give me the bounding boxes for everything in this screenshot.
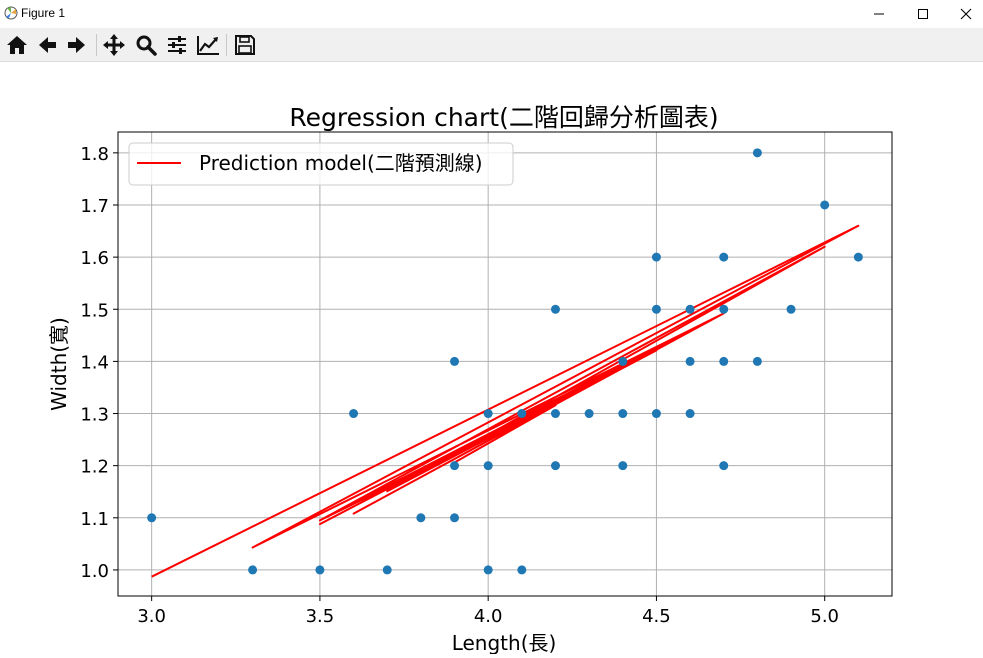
maximize-button[interactable]: [900, 0, 946, 28]
scatter-point: [752, 356, 762, 366]
scatter-point: [382, 565, 392, 575]
home-button[interactable]: [4, 32, 30, 58]
legend-label: Prediction model(二階預測線): [199, 151, 483, 175]
grid: [118, 132, 892, 596]
forward-arrow-icon: [68, 37, 85, 53]
window-title: Figure 1: [21, 6, 66, 20]
scatter-point: [483, 461, 493, 471]
zoom-magnifier-icon: [136, 35, 157, 56]
close-button[interactable]: [943, 0, 983, 28]
save-floppy-icon: [235, 35, 255, 55]
regression-chart: Regression chart(二階回歸分析圖表) 3.0 3.5 4.0 4.5 5…: [47, 103, 893, 655]
scatter-point: [820, 200, 830, 210]
pan-move-icon: [103, 34, 125, 56]
y-tick-label: 1.4: [80, 352, 109, 373]
scatter-point: [719, 252, 729, 262]
back-arrow-icon: [39, 37, 56, 53]
matplotlib-icon: [4, 6, 18, 20]
navigation-toolbar: [0, 28, 983, 62]
scatter-point: [450, 461, 460, 471]
back-button[interactable]: [34, 32, 60, 58]
scatter-point: [651, 252, 661, 262]
minimize-button[interactable]: [856, 0, 902, 28]
scatter-point: [248, 565, 258, 575]
pan-button[interactable]: [101, 32, 127, 58]
window-titlebar: Figure 1: [0, 0, 983, 28]
legend: Prediction model(二階預測線): [128, 142, 514, 186]
y-tick-label: 1.8: [80, 144, 109, 165]
x-tick-label: 3.0: [137, 606, 166, 627]
scatter-point: [483, 409, 493, 419]
scatter-points: [147, 148, 863, 575]
forward-button[interactable]: [64, 32, 90, 58]
scatter-point: [719, 356, 729, 366]
scatter-point: [651, 304, 661, 314]
toolbar-separator: [226, 34, 227, 56]
scatter-point: [550, 409, 560, 419]
edit-axis-button[interactable]: [195, 32, 221, 58]
y-axis-label: Width(寬): [47, 317, 71, 411]
scatter-point: [685, 304, 695, 314]
scatter-point: [450, 356, 460, 366]
scatter-point: [517, 409, 527, 419]
maximize-icon: [918, 9, 928, 19]
home-icon: [7, 36, 27, 54]
y-tick-label: 1.7: [80, 196, 109, 217]
save-button[interactable]: [232, 32, 258, 58]
x-tick-label: 4.0: [474, 606, 503, 627]
scatter-point: [618, 356, 628, 366]
prediction-line: [151, 224, 860, 578]
toolbar-separator: [96, 34, 97, 56]
x-tick-label: 3.5: [306, 606, 335, 627]
y-tick-label: 1.3: [80, 405, 109, 426]
minimize-icon: [874, 13, 884, 15]
prediction-line-layer: [151, 224, 860, 578]
x-tick-label: 5.0: [810, 606, 839, 627]
x-axis-ticks: 3.0 3.5 4.0 4.5 5.0: [137, 596, 839, 627]
scatter-point: [349, 409, 359, 419]
scatter-point: [685, 409, 695, 419]
y-tick-label: 1.2: [80, 457, 109, 478]
scatter-point: [752, 148, 762, 158]
scatter-point: [786, 304, 796, 314]
scatter-point: [483, 565, 493, 575]
plot-area-frame: [117, 131, 893, 597]
scatter-point: [315, 565, 325, 575]
scatter-point: [618, 409, 628, 419]
scatter-point: [719, 461, 729, 471]
scatter-point: [719, 304, 729, 314]
scatter-point: [550, 461, 560, 471]
x-tick-label: 4.5: [642, 606, 671, 627]
scatter-point: [618, 461, 628, 471]
chart-title: Regression chart(二階回歸分析圖表): [289, 103, 718, 132]
edit-axis-icon: [197, 36, 219, 55]
scatter-point: [651, 409, 661, 419]
scatter-point: [517, 565, 527, 575]
scatter-point: [853, 252, 863, 262]
zoom-button[interactable]: [133, 32, 159, 58]
x-axis-label: Length(長): [452, 631, 557, 654]
close-icon: [960, 8, 972, 20]
subplots-button[interactable]: [164, 32, 190, 58]
legend-box: [128, 142, 514, 186]
scatter-point: [416, 513, 426, 523]
figure-canvas: Regression chart(二階回歸分析圖表) 3.0 3.5 4.0 4.5 5…: [0, 62, 983, 655]
subplots-sliders-icon: [168, 36, 186, 54]
scatter-point: [450, 513, 460, 523]
y-tick-label: 1.5: [80, 300, 109, 321]
scatter-point: [685, 356, 695, 366]
scatter-point: [584, 409, 594, 419]
y-axis-ticks: 1.0 1.1 1.2 1.3 1.4 1.5 1.6 1.7 1.8: [80, 144, 118, 582]
y-tick-label: 1.6: [80, 248, 109, 269]
y-tick-label: 1.0: [80, 561, 109, 582]
scatter-point: [147, 513, 157, 523]
y-tick-label: 1.1: [80, 509, 109, 530]
scatter-point: [550, 304, 560, 314]
